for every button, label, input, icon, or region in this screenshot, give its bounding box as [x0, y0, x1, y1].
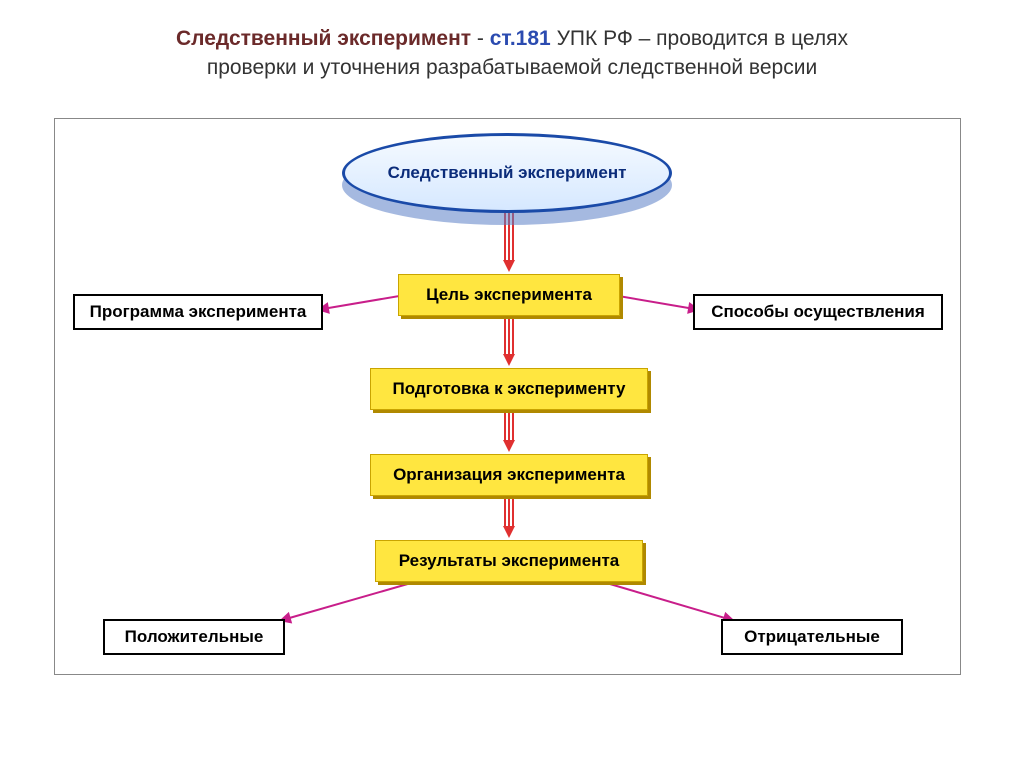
box-org-label: Организация эксперимента [393, 465, 625, 485]
box-negative: Отрицательные [721, 619, 903, 655]
box-positive-label: Положительные [125, 627, 264, 647]
box-results: Результаты эксперимента [375, 540, 643, 582]
box-program-label: Программа эксперимента [90, 302, 307, 322]
title-article: ст.181 [490, 27, 551, 50]
ellipse-label: Следственный эксперимент [345, 136, 669, 210]
box-negative-label: Отрицательные [744, 627, 880, 647]
title-strong: Следственный эксперимент [176, 27, 471, 50]
page-title: Следственный эксперимент - ст.181 УПК РФ… [0, 0, 1024, 83]
box-program: Программа эксперимента [73, 294, 323, 330]
box-prep: Подготовка к эксперименту [370, 368, 648, 410]
title-line2: проверки и уточнения разрабатываемой сле… [207, 56, 817, 79]
box-methods-label: Способы осуществления [711, 302, 925, 322]
box-methods: Способы осуществления [693, 294, 943, 330]
box-results-label: Результаты эксперимента [399, 551, 620, 571]
title-rest1: УПК РФ – проводится в целях [551, 27, 848, 50]
box-positive: Положительные [103, 619, 285, 655]
title-dash: - [471, 27, 490, 50]
diagram-frame: Следственный эксперимент Цель эксперимен… [54, 118, 961, 675]
box-prep-label: Подготовка к эксперименту [392, 379, 625, 399]
box-org: Организация эксперимента [370, 454, 648, 496]
page-root: Следственный эксперимент - ст.181 УПК РФ… [0, 0, 1024, 767]
title-ellipse: Следственный эксперимент [342, 133, 672, 213]
box-goal-label: Цель эксперимента [426, 285, 592, 305]
box-goal: Цель эксперимента [398, 274, 620, 316]
